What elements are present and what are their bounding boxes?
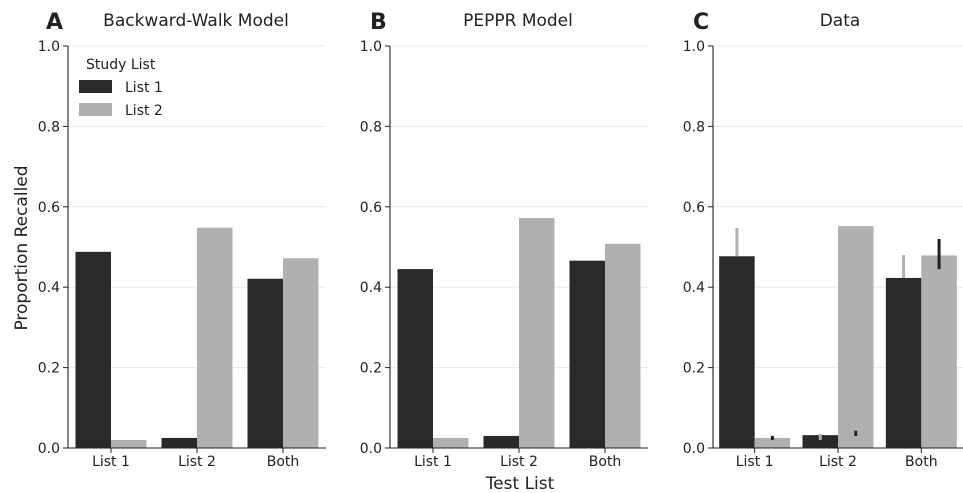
- bar-list1-list2: [161, 437, 197, 448]
- x-tick-label: List 1: [92, 454, 130, 470]
- x-tick-label: List 1: [414, 454, 452, 470]
- x-tick-label: Both: [589, 454, 622, 470]
- x-tick-label: List 2: [819, 454, 857, 470]
- y-tick-label: 0.8: [38, 119, 60, 135]
- bar-list1-both: [885, 277, 922, 448]
- panel-title: Backward-Walk Model: [103, 11, 289, 31]
- legend-title: Study List: [86, 57, 156, 73]
- y-tick-label: 0.6: [360, 200, 382, 216]
- y-axis-label: Proportion Recalled: [12, 165, 32, 330]
- bar-list1-list2: [483, 435, 519, 448]
- bar-list2-list2: [197, 227, 233, 448]
- bar-list2-list1: [754, 437, 791, 448]
- x-tick-label: List 1: [736, 454, 774, 470]
- y-tick-label: 0.0: [38, 441, 60, 457]
- legend-swatch: [79, 103, 112, 116]
- bar-list2-list1: [433, 437, 469, 448]
- y-tick-label: 0.4: [360, 280, 382, 296]
- bar-list1-list1: [719, 256, 755, 448]
- y-tick-label: 1.0: [683, 39, 705, 55]
- y-tick-label: 0.4: [38, 280, 60, 296]
- x-tick-label: List 2: [178, 454, 216, 470]
- y-tick-label: 0.8: [683, 119, 705, 135]
- bar-list2-both: [921, 255, 957, 448]
- bar-list1-list1: [75, 251, 111, 448]
- panel-c: 0.0 0.2 0.4 0.6 0.8 1.0 List 1 List 2 Both Data C: [683, 10, 963, 470]
- x-tick-label: List 2: [500, 454, 538, 470]
- y-tick-label: 0.0: [360, 441, 382, 457]
- bar-list1-both: [247, 278, 283, 448]
- y-tick-label: 0.2: [38, 361, 60, 377]
- bar-list2-list2: [838, 226, 874, 448]
- y-tick-label: 0.6: [38, 200, 60, 216]
- y-tick-label: 0.8: [360, 119, 382, 135]
- legend: Study List List 1 List 2: [79, 57, 163, 119]
- y-tick-label: 0.4: [683, 280, 705, 296]
- y-tick-label: 0.2: [360, 361, 382, 377]
- bar-list1-list1: [397, 269, 433, 448]
- x-tick-label: Both: [267, 454, 300, 470]
- y-tick-label: 0.6: [683, 200, 705, 216]
- legend-swatch: [79, 80, 112, 93]
- legend-label: List 2: [125, 103, 163, 119]
- bar-list2-both: [605, 243, 641, 448]
- legend-label: List 1: [125, 80, 163, 96]
- y-tick-label: 1.0: [360, 39, 382, 55]
- panel-title: PEPPR Model: [463, 11, 573, 31]
- panel-letter: B: [370, 10, 387, 35]
- bar-list1-list2: [802, 435, 838, 448]
- panel-letter: C: [693, 10, 709, 35]
- bar-list2-list1: [111, 439, 147, 448]
- bar-list2-both: [283, 258, 319, 448]
- x-tick-label: Both: [905, 454, 938, 470]
- x-axis-label: Test List: [485, 474, 555, 493]
- bar-list1-both: [569, 260, 605, 448]
- y-tick-label: 0.0: [683, 441, 705, 457]
- panel-b: 0.0 0.2 0.4 0.6 0.8 1.0 List 1 List 2 Both PEPPR …: [360, 10, 648, 470]
- y-tick-label: 1.0: [38, 39, 60, 55]
- panel-letter: A: [46, 10, 63, 35]
- y-tick-label: 0.2: [683, 361, 705, 377]
- panel-title: Data: [820, 11, 861, 31]
- bar-list2-list2: [519, 218, 555, 448]
- panel-a: 0.0 0.2 0.4 0.6 0.8 1.0 List 1 List 2 Both Backwa…: [38, 10, 326, 470]
